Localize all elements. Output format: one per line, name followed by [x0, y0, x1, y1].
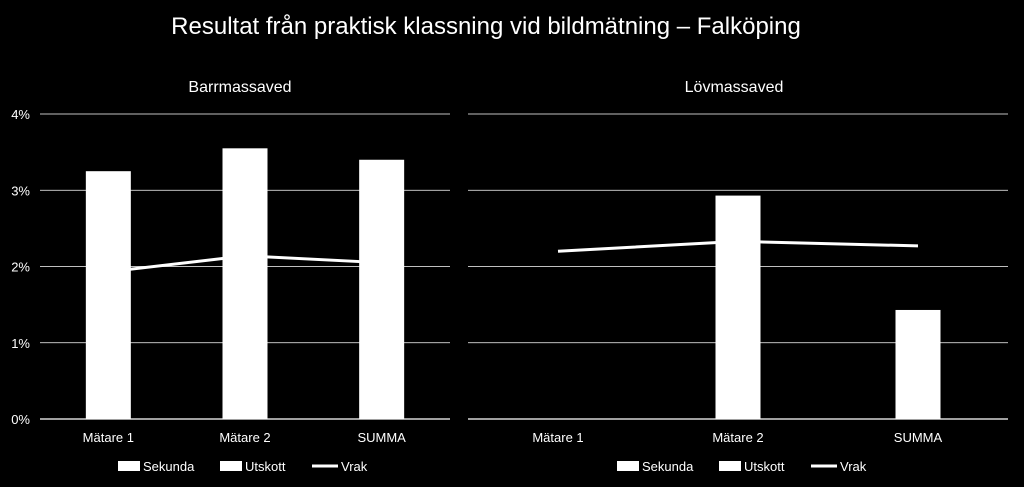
bar-utskott — [359, 159, 405, 419]
x-tick-label: Mätare 1 — [532, 430, 583, 445]
bar-utskott — [715, 195, 761, 419]
line-vrak — [557, 239, 919, 253]
y-tick-label: 0% — [11, 412, 30, 427]
x-tick-label: SUMMA — [357, 430, 406, 445]
chart-title: Resultat från praktisk klassning vid bil… — [171, 13, 801, 40]
legend-swatch — [617, 461, 639, 471]
bar-utskott — [85, 171, 131, 419]
x-tick-label: Mätare 2 — [219, 430, 270, 445]
bar-utskott — [222, 148, 268, 419]
legend-swatch — [220, 461, 242, 471]
line-vrak — [108, 254, 382, 274]
legend-label: Vrak — [840, 459, 867, 474]
x-tick-label: SUMMA — [894, 430, 943, 445]
chart-panels: Barrmassaved 0% 1% 2% 3% 4% Mätare 1 Mätare 2 SU… — [11, 79, 1008, 474]
chart-panel-2: Lövmassaved Mätare 1 Mätare 2 SUMMA Sekunda U… — [468, 79, 1008, 474]
x-tick-label: Mätare 1 — [83, 430, 134, 445]
chart-panel-1: Barrmassaved 0% 1% 2% 3% 4% Mätare 1 Mätare 2 SU… — [11, 79, 450, 474]
legend-label: Sekunda — [642, 459, 694, 474]
panel-title: Lövmassaved — [685, 79, 784, 96]
y-tick-label: 4% — [11, 107, 30, 122]
panel-title: Barrmassaved — [188, 79, 291, 96]
y-tick-label: 2% — [11, 260, 30, 275]
legend-label: Vrak — [341, 459, 368, 474]
y-tick-label: 1% — [11, 336, 30, 351]
legend-swatch — [719, 461, 741, 471]
legend-label: Utskott — [744, 459, 785, 474]
y-tick-label: 3% — [11, 183, 30, 198]
legend-swatch — [118, 461, 140, 471]
legend-label: Utskott — [245, 459, 286, 474]
bar-utskott — [895, 309, 941, 419]
x-tick-label: Mätare 2 — [712, 430, 763, 445]
legend-label: Sekunda — [143, 459, 195, 474]
